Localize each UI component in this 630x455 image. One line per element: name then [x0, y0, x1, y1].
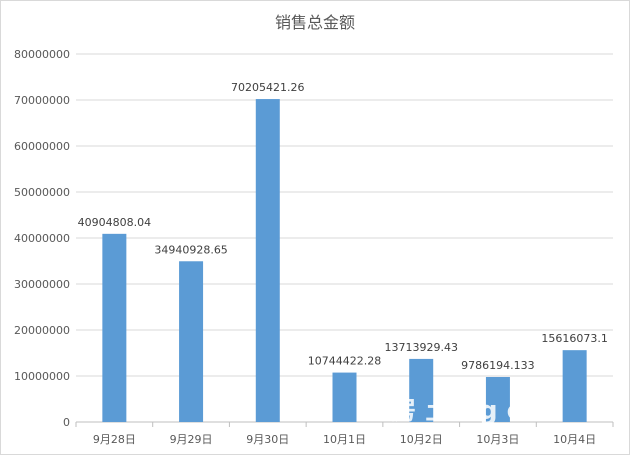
x-tick-label: 10月4日	[553, 433, 596, 446]
data-label: 15616073.1	[541, 332, 607, 345]
bar	[485, 376, 510, 422]
data-label: 40904808.04	[78, 216, 151, 229]
y-tick-label: 0	[63, 416, 70, 429]
y-tick-label: 10000000	[14, 370, 70, 383]
data-label: 70205421.26	[231, 81, 304, 94]
y-tick-label: 80000000	[14, 48, 70, 61]
y-tick-label: 70000000	[14, 94, 70, 107]
y-tick-label: 40000000	[14, 232, 70, 245]
watermark: 房 土 ng om	[390, 396, 551, 426]
x-tick-label: 9月28日	[93, 433, 136, 446]
bar	[562, 350, 587, 422]
x-tick-label: 9月30日	[246, 433, 289, 446]
bar	[102, 233, 127, 422]
y-axis: 0 10000000 20000000 30000000 40000000 5000000…	[14, 48, 70, 429]
chart-title: 销售总金额	[275, 13, 355, 32]
bar	[255, 99, 280, 423]
bars	[102, 99, 587, 423]
x-tick-label: 9月29日	[170, 433, 213, 446]
gridlines	[76, 53, 613, 423]
y-tick-label: 30000000	[14, 278, 70, 291]
x-tick-label: 10月2日	[400, 433, 443, 446]
x-tick-label: 10月3日	[476, 433, 519, 446]
data-label: 34940928.65	[154, 243, 227, 256]
data-label: 10744422.28	[308, 355, 381, 368]
x-axis: 9月28日 9月29日 9月30日 10月1日 10月2日 10月3日 10月4日	[75, 422, 614, 446]
data-label: 13713929.43	[384, 341, 457, 354]
bar	[179, 261, 204, 422]
y-tick-label: 60000000	[14, 140, 70, 153]
bar	[332, 372, 357, 422]
y-tick-label: 20000000	[14, 324, 70, 337]
y-tick-label: 50000000	[14, 186, 70, 199]
data-labels: 40904808.04 34940928.65 70205421.26 1074442…	[78, 81, 608, 372]
data-label: 9786194.133	[461, 359, 534, 372]
x-tick-label: 10月1日	[323, 433, 366, 446]
bar	[409, 358, 434, 422]
